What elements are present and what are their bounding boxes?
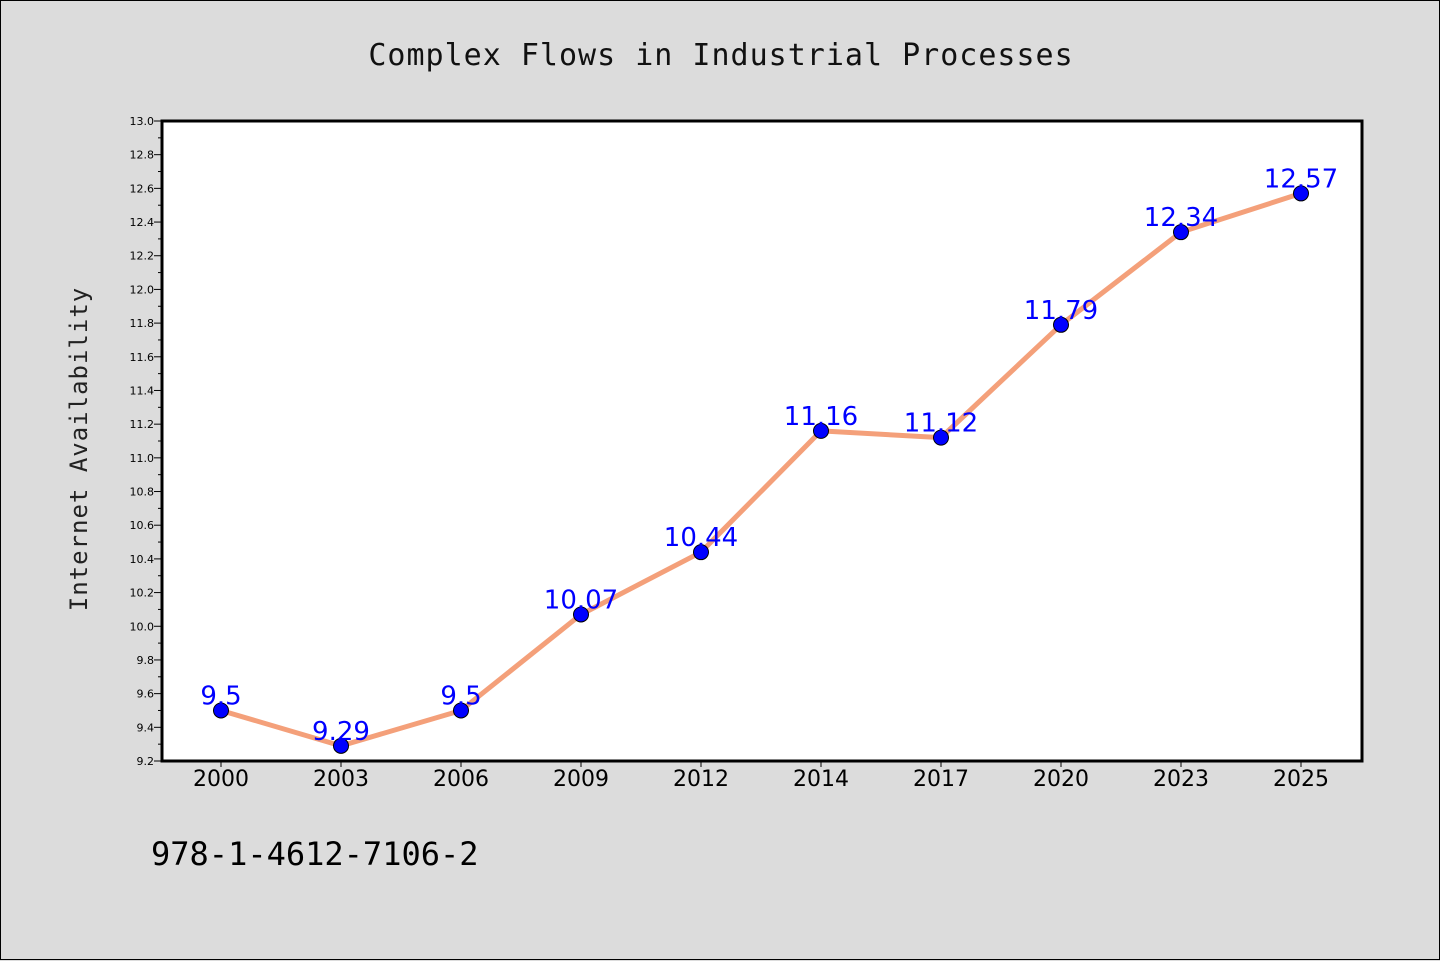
y-tick-label: 10.2 — [130, 587, 155, 600]
data-point — [333, 737, 349, 754]
y-tick-label: 9.8 — [137, 654, 155, 667]
y-tick-label: 10.0 — [130, 620, 155, 633]
x-tick-label: 2020 — [1033, 767, 1089, 792]
y-tick-label: 12.2 — [130, 250, 155, 263]
y-tick-label: 10.8 — [130, 486, 155, 499]
data-point — [933, 429, 949, 446]
y-tick-label: 9.2 — [137, 755, 155, 768]
y-tick-label: 13.0 — [130, 115, 155, 128]
y-tick-label: 11.6 — [130, 351, 155, 364]
data-label: 11.79 — [1024, 296, 1098, 326]
y-tick-label: 9.6 — [137, 688, 155, 701]
series-line — [218, 190, 1304, 749]
x-tick-label: 2025 — [1273, 767, 1329, 792]
x-tick-label: 2012 — [673, 767, 729, 792]
data-point — [573, 606, 589, 623]
y-tick-label: 11.8 — [130, 317, 155, 330]
data-label: 11.12 — [904, 409, 978, 439]
data-label: 10.07 — [544, 585, 618, 615]
x-tick-label: 2009 — [553, 767, 609, 792]
x-tick-label: 2014 — [793, 767, 849, 792]
y-axis-label: Internet Availability — [65, 287, 93, 611]
data-point — [1173, 224, 1189, 241]
y-tick-label: 10.4 — [130, 553, 155, 566]
data-point — [693, 544, 709, 561]
data-labels: 9.5 9.29 9.5 10.07 10.44 11.16 11.12 11.79 12.34… — [200, 164, 1338, 746]
data-points — [213, 185, 1309, 754]
y-tick-label: 10.6 — [130, 519, 155, 532]
y-axis: 9.2 9.4 9.6 9.8 10.0 10.2 10.4 10.6 10.8 11.0 11.2… — [130, 115, 162, 768]
x-tick-label: 2003 — [313, 767, 369, 792]
y-tick-label: 11.4 — [130, 384, 155, 397]
plot-area — [162, 121, 1362, 761]
data-point — [453, 702, 469, 719]
data-label: 9.29 — [312, 717, 370, 747]
data-point — [1293, 185, 1309, 202]
data-label: 12.34 — [1144, 203, 1218, 233]
x-tick-label: 2000 — [193, 767, 249, 792]
y-tick-label: 12.6 — [130, 182, 155, 195]
data-label: 12.57 — [1264, 164, 1338, 194]
data-label: 10.44 — [664, 523, 738, 553]
y-tick-label: 12.4 — [130, 216, 155, 229]
series-line-group — [218, 190, 1304, 749]
data-label: 9.5 — [440, 681, 481, 711]
x-tick-label: 2017 — [913, 767, 969, 792]
y-tick-label: 12.8 — [130, 149, 155, 162]
x-tick-label: 2023 — [1153, 767, 1209, 792]
chart-title: Complex Flows in Industrial Processes — [368, 38, 1073, 73]
data-point — [813, 422, 829, 439]
y-tick-label: 11.0 — [130, 452, 155, 465]
data-label: 11.16 — [784, 402, 858, 432]
x-tick-label: 2006 — [433, 767, 489, 792]
y-tick-label: 12.0 — [130, 283, 155, 296]
data-point — [1053, 316, 1069, 333]
data-label: 9.5 — [200, 681, 241, 711]
data-point — [213, 702, 229, 719]
footer-isbn: 978-1-4612-7106-2 — [151, 835, 479, 873]
plot-border — [160, 119, 1364, 763]
x-axis: 2000 2003 2006 2009 2012 2014 2017 2020 2023 2025 — [193, 761, 1329, 792]
y-tick-label: 11.2 — [130, 418, 155, 431]
y-tick-label: 9.4 — [137, 721, 155, 734]
